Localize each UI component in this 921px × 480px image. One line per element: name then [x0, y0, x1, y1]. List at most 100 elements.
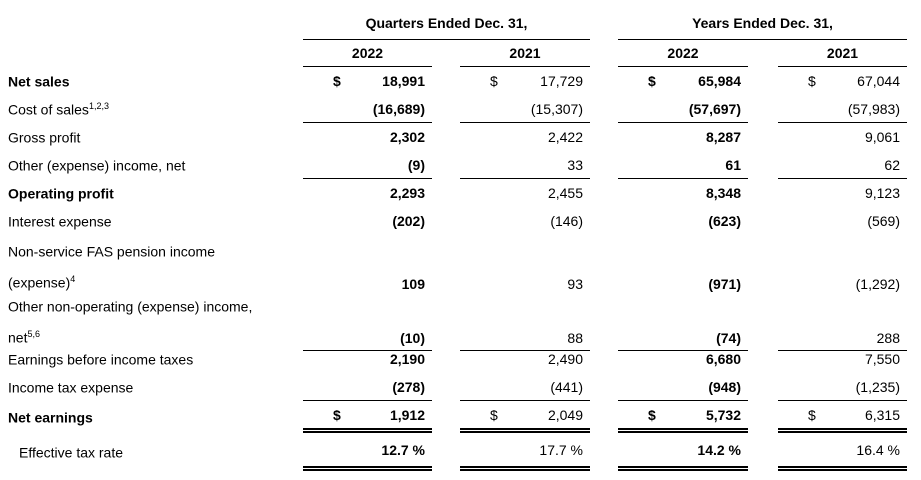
value-cell-years-2021: 62 — [778, 151, 907, 179]
value-text: (1,292) — [855, 276, 900, 293]
value-text: 9,061 — [864, 129, 900, 145]
table-row: Income tax expense (278) (441) (948) (1,… — [0, 373, 921, 401]
value-text: 1,912 — [389, 406, 425, 423]
row-label-line1: Cost of sales1,2,3 — [8, 101, 303, 118]
row-label-text: Other (expense) income, net — [8, 157, 186, 174]
value-text: 8,287 — [705, 129, 741, 145]
value-cell-quarters-2021: (441) — [460, 373, 590, 401]
table-row: Effective tax rate 12.7 % 17.7 % 14.2 % … — [0, 433, 921, 471]
value-text: 2,490 — [547, 351, 583, 367]
table-row: Earnings before income taxes 2,190 2,490… — [0, 345, 921, 373]
value-text: 2,422 — [547, 129, 583, 145]
row-label-line1: Effective tax rate — [19, 444, 303, 461]
year-header-years-2022: 2022 — [618, 40, 748, 67]
value-text: (1,235) — [855, 378, 900, 395]
value-text: (569) — [867, 213, 900, 229]
value-cell-quarters-2021: $ 2,049 — [460, 401, 590, 433]
row-label: Effective tax rate — [0, 433, 303, 471]
table-row: Interest expense (202) (146) (623) (569) — [0, 207, 921, 235]
value-cell-quarters-2021: 2,422 — [460, 123, 590, 151]
value-cell-years-2021: (1,235) — [778, 373, 907, 401]
value-text: 16.4 % — [856, 441, 900, 458]
row-label: Net earnings — [0, 401, 303, 433]
value-text: 9,123 — [864, 185, 900, 201]
value-text: 2,455 — [547, 185, 583, 201]
value-cell-quarters-2021: 93 — [460, 235, 590, 296]
row-label: Income tax expense — [0, 373, 303, 401]
row-label-text: Effective tax rate — [19, 444, 124, 461]
year-header-quarters-2021: 2021 — [460, 40, 590, 67]
value-cell-quarters-2022: 2,302 — [303, 123, 432, 151]
value-cell-years-2022: 61 — [618, 151, 748, 179]
row-label-line1: Operating profit — [8, 185, 303, 201]
value-text: 33 — [567, 156, 583, 173]
row-label: Operating profit — [0, 179, 303, 207]
value-cell-quarters-2022: 2,293 — [303, 179, 432, 207]
value-cell-years-2022: (948) — [618, 373, 748, 401]
table-row: Operating profit 2,293 2,455 8,348 9,123 — [0, 179, 921, 207]
value-text: 2,293 — [389, 185, 425, 201]
table-row: Non-service FAS pension income (expense)… — [0, 235, 921, 293]
value-cell-years-2022: (623) — [618, 207, 748, 235]
year-header-quarters-2022: 2022 — [303, 40, 432, 67]
row-label-line1: Other non-operating (expense) income, — [8, 290, 303, 321]
dollar-sign: $ — [490, 406, 498, 423]
row-label-text: Other non-operating (expense) income, — [8, 298, 253, 315]
value-text: (623) — [708, 213, 741, 229]
dollar-sign: $ — [648, 406, 656, 423]
value-text: 6,315 — [864, 406, 900, 423]
value-text: (146) — [550, 213, 583, 229]
row-label-text: Non-service FAS pension income — [8, 243, 215, 260]
value-text: (948) — [708, 378, 741, 395]
value-text: 7,550 — [864, 351, 900, 367]
row-label-line2: (expense)4 — [8, 266, 303, 297]
value-cell-quarters-2022: (10) — [303, 290, 432, 352]
value-cell-years-2022: 8,287 — [618, 123, 748, 151]
value-cell-years-2022: $ 65,984 — [618, 67, 748, 95]
row-label-line1: Net earnings — [8, 409, 303, 425]
value-text: (74) — [716, 330, 741, 347]
row-label: Earnings before income taxes — [0, 345, 303, 373]
table-row: Cost of sales1,2,3 (16,689) (15,307) (57… — [0, 95, 921, 123]
row-label: Other non-operating (expense) income, ne… — [0, 290, 303, 351]
table-row: Net sales $ 18,991 $ 17,729 $ 65,984 $ 6… — [0, 67, 921, 95]
row-label-text: Gross profit — [8, 129, 81, 146]
value-cell-years-2021: (569) — [778, 207, 907, 235]
value-cell-quarters-2021: (146) — [460, 207, 590, 235]
value-text: (278) — [392, 378, 425, 395]
row-label: Gross profit — [0, 123, 303, 151]
value-text: (57,697) — [688, 100, 741, 117]
table-row: Other non-operating (expense) income, ne… — [0, 290, 921, 352]
footnote-superscript: 4 — [70, 273, 76, 284]
row-label-line1: Earnings before income taxes — [8, 351, 303, 367]
table-row: Gross profit 2,302 2,422 8,287 9,061 — [0, 123, 921, 151]
value-cell-quarters-2021: 2,490 — [460, 345, 590, 373]
value-text: 18,991 — [382, 73, 425, 89]
dollar-sign: $ — [333, 73, 341, 89]
row-label: Cost of sales1,2,3 — [0, 95, 303, 123]
dollar-sign: $ — [333, 406, 341, 423]
value-text: (15,307) — [530, 100, 583, 117]
table-row: Other (expense) income, net (9) 33 61 62 — [0, 151, 921, 179]
group-header-quarters: Quarters Ended Dec. 31, — [303, 6, 590, 40]
value-text: 2,049 — [547, 406, 583, 423]
value-text: 12.7 % — [381, 441, 425, 458]
value-text: 93 — [567, 276, 583, 293]
value-text: 65,984 — [698, 73, 741, 89]
row-label-line1: Net sales — [8, 73, 303, 89]
dollar-sign: $ — [808, 406, 816, 423]
value-cell-quarters-2022: $ 18,991 — [303, 67, 432, 95]
value-text: (971) — [708, 276, 741, 293]
value-cell-quarters-2021: 2,455 — [460, 179, 590, 207]
value-cell-quarters-2022: (16,689) — [303, 95, 432, 123]
group-header-row: Quarters Ended Dec. 31, Years Ended Dec.… — [0, 6, 921, 40]
table-row: Net earnings $ 1,912 $ 2,049 $ 5,732 $ 6… — [0, 401, 921, 433]
value-cell-years-2022: 14.2 % — [618, 433, 748, 471]
value-cell-quarters-2022: (202) — [303, 207, 432, 235]
value-cell-quarters-2022: (278) — [303, 373, 432, 401]
value-text: 17,729 — [540, 73, 583, 89]
footnote-superscript: 5,6 — [27, 328, 40, 339]
row-label: Interest expense — [0, 207, 303, 235]
value-text: (202) — [392, 213, 425, 229]
